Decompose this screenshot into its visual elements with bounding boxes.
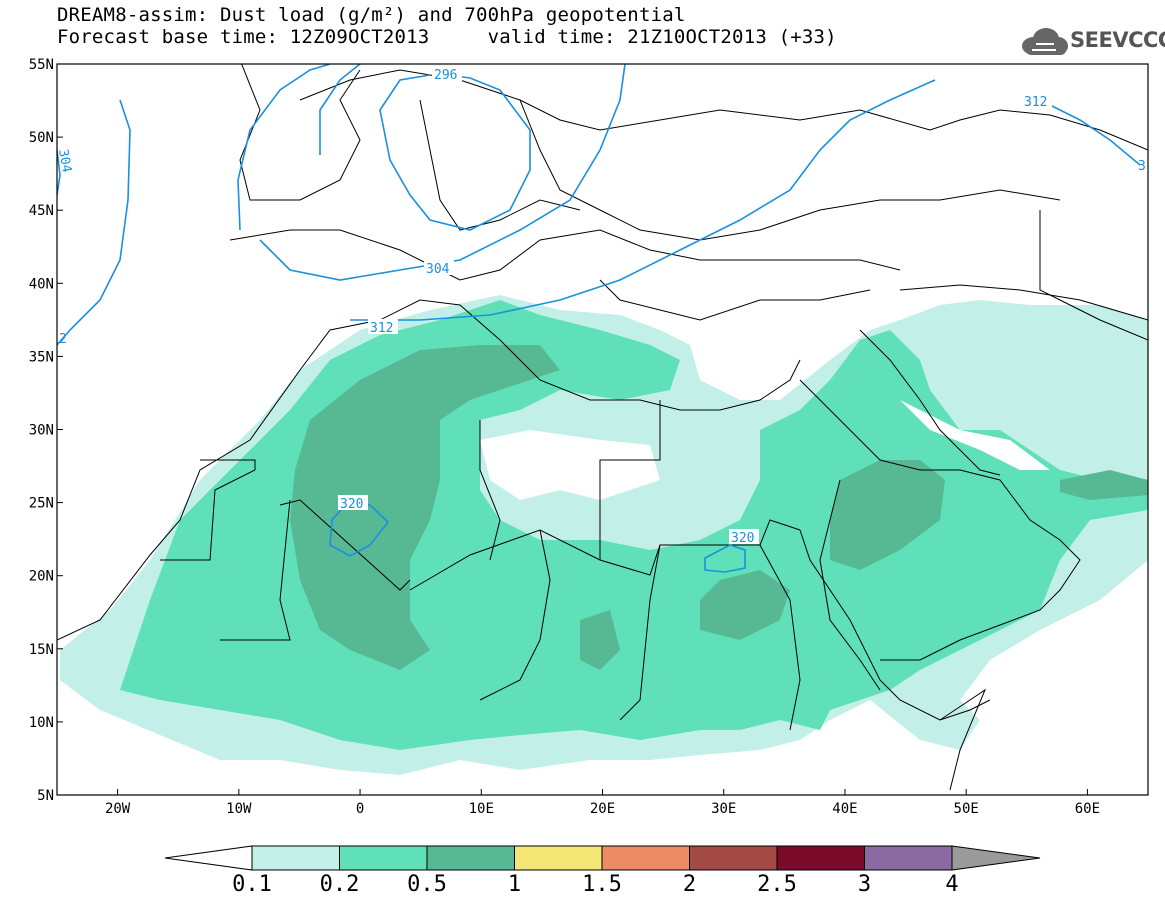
lon-tick-label: 40E (832, 801, 857, 817)
contour-label: 3 (1138, 159, 1146, 174)
lat-tick-label: 45N (29, 203, 54, 219)
colorbar-swatch (689, 845, 778, 871)
contour-label: 296 (434, 68, 457, 83)
colorbar-under-arrow (164, 845, 253, 871)
colorbar: 0.1 0.2 0.5 1 1.5 2 2.5 3 4 (164, 845, 1041, 897)
colorbar-swatch (514, 845, 603, 871)
colorbar-label: 2 (683, 872, 696, 897)
lon-tick-label: 30E (711, 801, 736, 817)
colorbar-swatch (601, 845, 690, 871)
colorbar-swatch (339, 845, 428, 871)
dust-area-dark (830, 460, 945, 570)
dust-area-dark (580, 610, 620, 670)
lat-tick-label: 25N (29, 496, 54, 512)
colorbar-label: 2.5 (757, 872, 797, 897)
colorbar-label: 4 (945, 872, 958, 897)
contour-label: 320 (731, 531, 754, 546)
contour-labels: 296 304 312 312 320 320 3 2 304 (55, 66, 1146, 546)
contour-label: 320 (340, 497, 363, 512)
colorbar-over-arrow (951, 845, 1041, 871)
dust-area-dark (700, 570, 790, 640)
lat-tick-label: 5N (37, 788, 54, 804)
colorbar-swatch (864, 845, 953, 871)
longitude-axis: 20W 10W 0 10E 20E 30E 40E 50E 60E (105, 789, 1100, 817)
colorbar-swatch (776, 845, 865, 871)
lon-tick-label: 20E (590, 801, 615, 817)
lon-tick-label: 10W (226, 801, 252, 817)
contour-label: 312 (370, 321, 393, 336)
colorbar-swatch (251, 845, 340, 871)
map-title: DREAM8-assim: Dust load (g/m²) and 700hP… (57, 4, 686, 26)
country-borders (57, 64, 1148, 791)
colorbar-label: 0.5 (407, 872, 447, 897)
lon-tick-label: 0 (356, 801, 364, 817)
lon-tick-label: 60E (1075, 801, 1100, 817)
lat-tick-label: 30N (29, 423, 54, 439)
dust-shading (60, 295, 1148, 775)
cloud-icon (1022, 28, 1068, 55)
contour-label: 2 (59, 332, 67, 347)
lon-tick-label: 20W (105, 801, 131, 817)
colorbar-label: 1.5 (582, 872, 622, 897)
contour-label: 304 (55, 148, 74, 174)
dust-area-clear (900, 400, 1050, 470)
colorbar-label: 1 (508, 872, 521, 897)
colorbar-label: 3 (858, 872, 871, 897)
lat-tick-label: 35N (29, 349, 54, 365)
lon-tick-label: 50E (954, 801, 979, 817)
lon-tick-label: 10E (469, 801, 494, 817)
lat-tick-label: 40N (29, 276, 54, 292)
colorbar-swatch (426, 845, 515, 871)
latitude-axis: 55N 50N 45N 40N 35N 30N 25N 20N 15N 10N 5N (29, 57, 63, 804)
map-subtitle: Forecast base time: 12Z09OCT2013 valid t… (57, 26, 837, 48)
dust-area-dark (1060, 470, 1148, 500)
colorbar-label: 0.1 (232, 872, 272, 897)
lat-tick-label: 15N (29, 642, 54, 658)
dust-area-dark (290, 345, 560, 670)
logo-text: SEEVCCC (1070, 28, 1165, 52)
dust-area-clear (480, 430, 660, 500)
geopotential-contours (57, 64, 1141, 573)
lat-tick-label: 10N (29, 715, 54, 731)
contour-label: 304 (426, 262, 450, 277)
lat-tick-label: 50N (29, 130, 54, 146)
colorbar-label: 0.2 (320, 872, 360, 897)
lat-tick-label: 55N (29, 57, 54, 73)
lat-tick-label: 20N (29, 569, 54, 585)
contour-label: 312 (1024, 95, 1047, 110)
